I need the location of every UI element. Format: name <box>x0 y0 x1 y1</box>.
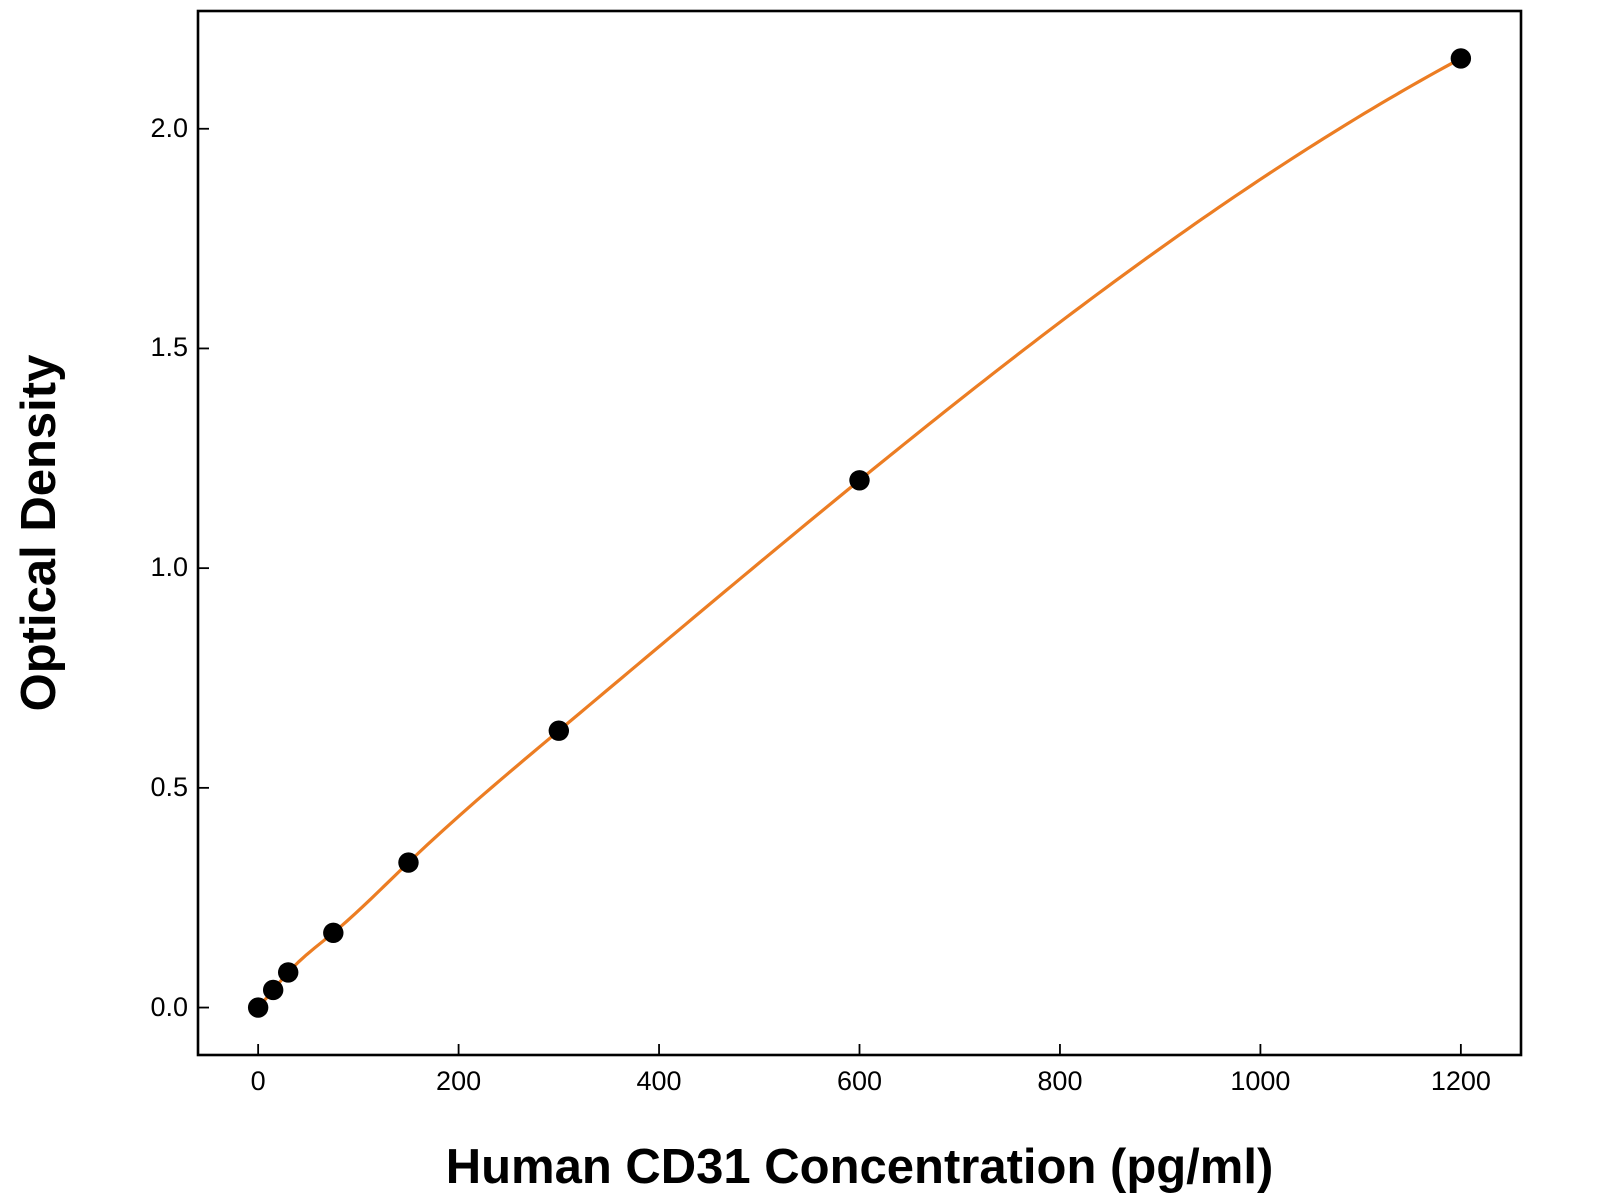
svg-text:800: 800 <box>1037 1066 1082 1096</box>
svg-text:2.0: 2.0 <box>150 113 188 143</box>
svg-text:1000: 1000 <box>1230 1066 1290 1096</box>
svg-text:0.5: 0.5 <box>150 772 188 802</box>
svg-text:1.5: 1.5 <box>150 332 188 362</box>
svg-text:400: 400 <box>637 1066 682 1096</box>
svg-text:600: 600 <box>837 1066 882 1096</box>
svg-text:1200: 1200 <box>1431 1066 1491 1096</box>
svg-text:0: 0 <box>251 1066 266 1096</box>
svg-text:0.0: 0.0 <box>150 992 188 1022</box>
svg-text:Optical Density: Optical Density <box>12 355 66 712</box>
svg-text:Human CD31 Concentration (pg/m: Human CD31 Concentration (pg/ml) <box>446 1140 1274 1194</box>
svg-text:200: 200 <box>436 1066 481 1096</box>
svg-text:1.0: 1.0 <box>150 552 188 582</box>
